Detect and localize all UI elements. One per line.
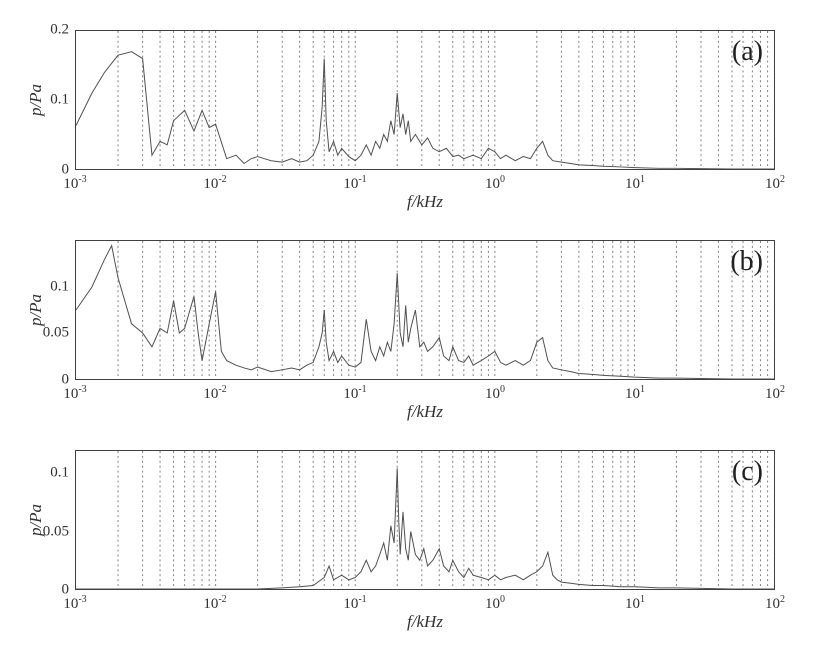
xtick-label: 10-2 xyxy=(203,384,226,403)
xtick-label: 102 xyxy=(765,174,785,193)
plot-area xyxy=(75,450,775,590)
xtick-label: 100 xyxy=(485,594,505,613)
x-axis-label: f/kHz xyxy=(407,612,443,632)
panel-b: 00.050.110-310-210-1100101102p/Paf/kHz(b… xyxy=(75,240,775,380)
panel-letter: (c) xyxy=(732,456,763,488)
spectrum-svg xyxy=(76,31,774,169)
series-line xyxy=(76,468,774,589)
xtick-label: 102 xyxy=(765,384,785,403)
series-line xyxy=(76,52,774,169)
xtick-label: 100 xyxy=(485,384,505,403)
panel-letter: (a) xyxy=(732,36,763,68)
xtick-label: 10-1 xyxy=(343,384,366,403)
xtick-label: 100 xyxy=(485,174,505,193)
y-axis-label: p/Pa xyxy=(26,294,46,326)
xtick-label: 10-2 xyxy=(203,174,226,193)
figure-container: 00.10.210-310-210-1100101102p/Paf/kHz(a)… xyxy=(0,0,834,647)
ytick-label: 0.1 xyxy=(50,92,69,109)
panel-c: 00.050.110-310-210-1100101102p/Paf/kHz(c… xyxy=(75,450,775,590)
xtick-label: 10-3 xyxy=(63,174,86,193)
y-axis-label: p/Pa xyxy=(26,504,46,536)
ytick-label: 0.05 xyxy=(43,523,69,540)
plot-area xyxy=(75,30,775,170)
xtick-label: 101 xyxy=(625,384,645,403)
ytick-label: 0.2 xyxy=(50,22,69,39)
spectrum-svg xyxy=(76,451,774,589)
panel-a: 00.10.210-310-210-1100101102p/Paf/kHz(a) xyxy=(75,30,775,170)
ytick-label: 0.05 xyxy=(43,325,69,342)
x-axis-label: f/kHz xyxy=(407,192,443,212)
spectrum-svg xyxy=(76,241,774,379)
xtick-label: 101 xyxy=(625,174,645,193)
xtick-label: 10-2 xyxy=(203,594,226,613)
series-line xyxy=(76,246,774,379)
xtick-label: 10-3 xyxy=(63,594,86,613)
y-axis-label: p/Pa xyxy=(26,84,46,116)
xtick-label: 10-3 xyxy=(63,384,86,403)
xtick-label: 10-1 xyxy=(343,174,366,193)
x-axis-label: f/kHz xyxy=(407,402,443,422)
xtick-label: 101 xyxy=(625,594,645,613)
panel-letter: (b) xyxy=(730,246,763,278)
ytick-label: 0.1 xyxy=(50,465,69,482)
ytick-label: 0.1 xyxy=(50,278,69,295)
plot-area xyxy=(75,240,775,380)
xtick-label: 102 xyxy=(765,594,785,613)
xtick-label: 10-1 xyxy=(343,594,366,613)
